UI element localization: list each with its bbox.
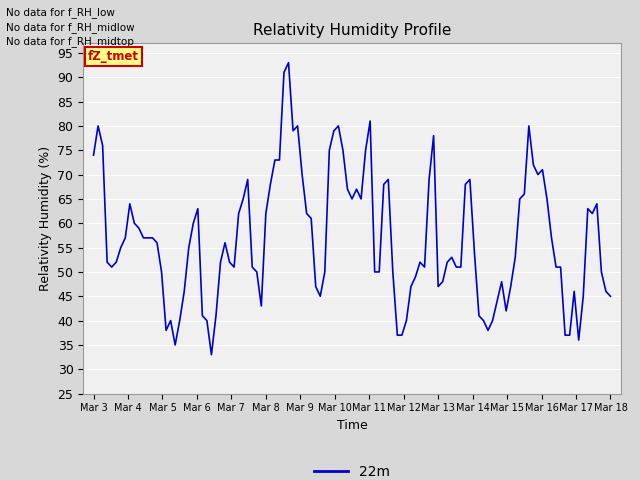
Legend: 22m: 22m	[308, 460, 396, 480]
Text: fZ_tmet: fZ_tmet	[88, 50, 139, 63]
Title: Relativity Humidity Profile: Relativity Humidity Profile	[253, 23, 451, 38]
Text: No data for f_RH_midtop: No data for f_RH_midtop	[6, 36, 134, 47]
Y-axis label: Relativity Humidity (%): Relativity Humidity (%)	[39, 146, 52, 291]
X-axis label: Time: Time	[337, 419, 367, 432]
Text: No data for f_RH_midlow: No data for f_RH_midlow	[6, 22, 135, 33]
Text: No data for f_RH_low: No data for f_RH_low	[6, 7, 115, 18]
